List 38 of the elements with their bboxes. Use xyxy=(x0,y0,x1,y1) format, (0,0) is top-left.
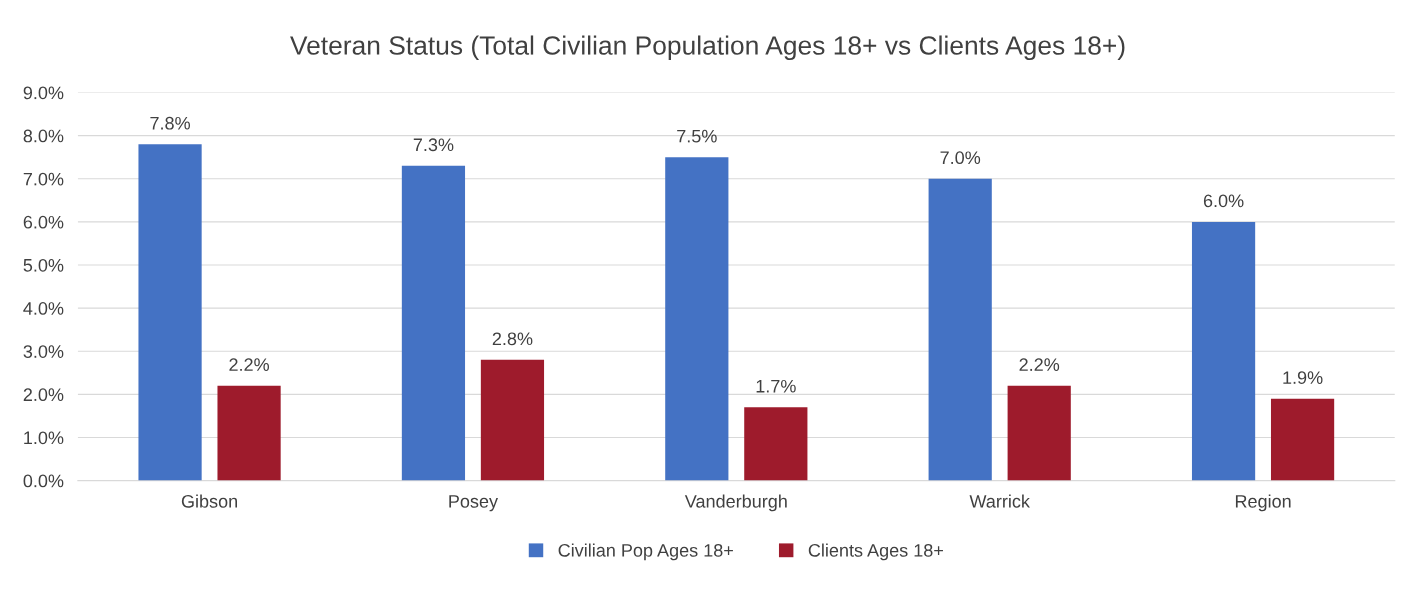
y-tick-label: 6.0% xyxy=(23,215,64,229)
y-tick-label: 4.0% xyxy=(23,302,64,315)
data-label: 7.8% xyxy=(150,116,190,130)
y-tick-label: 9.0% xyxy=(23,86,64,100)
data-label: 2.2% xyxy=(1019,358,1060,371)
data-label: 2.8% xyxy=(492,332,533,346)
data-label: 7.3% xyxy=(413,138,454,152)
legend-label: Civilian Pop Ages 18+ xyxy=(558,543,733,561)
y-tick-label: 8.0% xyxy=(23,129,64,143)
y-tick-label: 5.0% xyxy=(23,258,64,272)
bar xyxy=(928,178,992,481)
x-tick-label: Region xyxy=(1235,494,1291,512)
x-tick-label: Gibson xyxy=(181,494,237,508)
bar xyxy=(1191,221,1256,481)
data-label: 7.5% xyxy=(677,129,717,143)
bar xyxy=(665,157,729,481)
y-tick-label: 7.0% xyxy=(23,172,64,186)
data-label: 7.0% xyxy=(940,151,981,165)
x-tick-label: Warrick xyxy=(969,494,1030,508)
bar xyxy=(138,144,202,481)
data-label: 6.0% xyxy=(1203,194,1244,208)
data-label: 2.2% xyxy=(229,358,270,371)
bar xyxy=(1007,385,1071,481)
data-label: 1.9% xyxy=(1283,371,1323,384)
bar xyxy=(480,359,545,481)
bar xyxy=(401,165,466,481)
chart-title: Veteran Status (Total Civilian Population Ages 18+ vs Clients Ages 18+) xyxy=(290,35,1125,61)
y-tick-label: 3.0% xyxy=(23,345,64,358)
y-tick-label: 1.0% xyxy=(24,431,64,445)
bar xyxy=(1270,398,1335,481)
data-label: 1.7% xyxy=(756,379,796,393)
x-tick-label: Posey xyxy=(449,495,498,512)
y-tick-label: 2.0% xyxy=(23,388,64,402)
bar xyxy=(744,407,808,481)
bar xyxy=(217,385,281,481)
legend-label: Clients Ages 18+ xyxy=(808,543,943,561)
x-tick-label: Vanderburgh xyxy=(684,494,787,512)
y-tick-label: 0.0% xyxy=(23,474,64,488)
